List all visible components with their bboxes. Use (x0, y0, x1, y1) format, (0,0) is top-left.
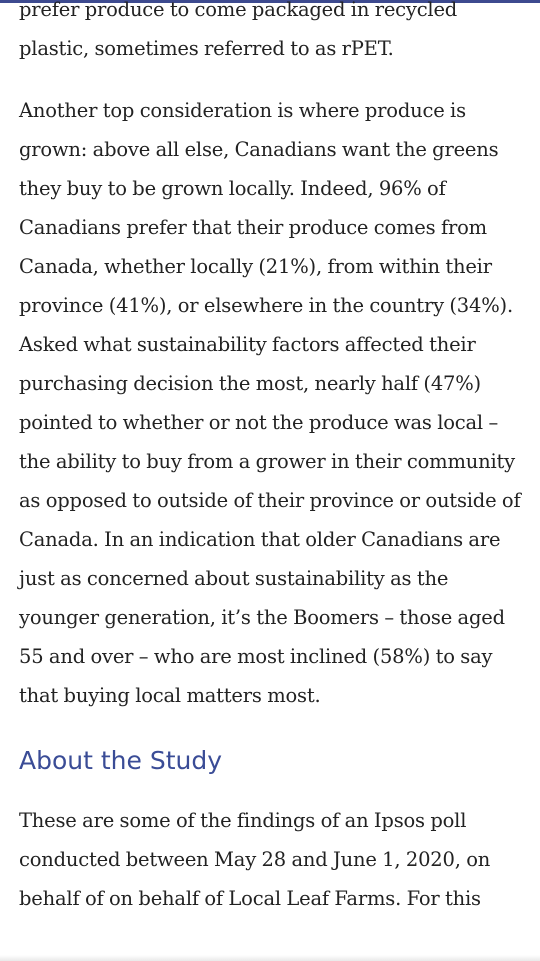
section-heading: About the Study (19, 746, 223, 775)
article-paragraph: prefer produce to come packaged in recyc… (19, 0, 458, 60)
article-paragraph: These are some of the findings of an Ips… (19, 809, 491, 910)
article-body: prefer produce to come packaged in recyc… (19, 0, 524, 918)
article-paragraph: Another top consideration is where produ… (19, 99, 521, 707)
bottom-edge (0, 955, 540, 961)
top-accent-bar (0, 0, 540, 3)
